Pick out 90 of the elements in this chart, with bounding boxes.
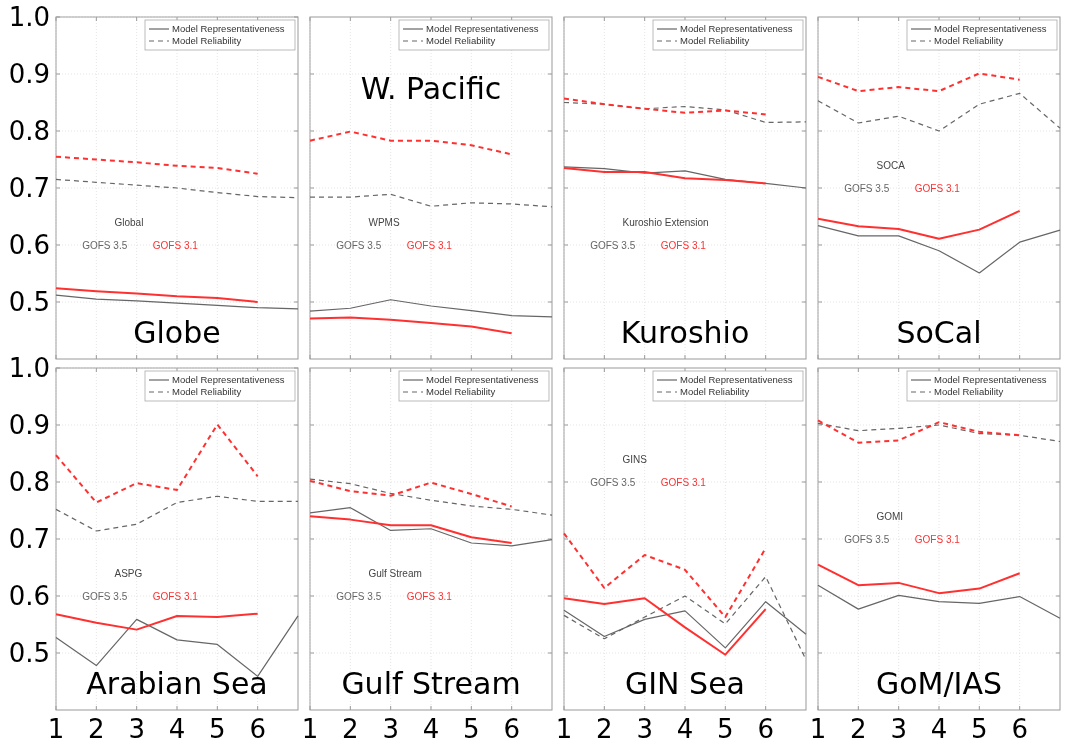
x-tick-label: 4 [930,714,948,744]
legend-label: Model Reliability [426,35,496,47]
legend-label: Model Reliability [172,386,242,398]
annotation: Global [114,216,144,228]
legend-label: Model Representativeness [934,23,1047,35]
annotation: GINS [622,453,648,465]
annotation: Gulf Stream [368,567,422,579]
line-series [55,294,299,310]
y-tick-label: 0.8 [8,467,50,498]
text: Arabian Sea [86,666,268,701]
annotation: GOFS 3.1 [914,533,961,545]
x-tick-label: 1 [809,714,827,744]
annotation: GOFS 3.1 [152,239,199,251]
annotation: GOFS 3.5 [590,239,636,251]
legend-label: Model Representativeness [934,374,1047,386]
x-tick-label: 4 [168,714,186,744]
x-tick-label: 1 [555,714,573,744]
y-tick-label: 0.6 [8,230,50,261]
y-tick-label: 0.5 [8,638,50,669]
annotation: GOFS 3.5 [336,239,382,251]
annotation: GOFS 3.1 [914,182,961,194]
text: GoM/IAS [875,666,1003,701]
x-tick-label: 4 [422,714,440,744]
annotation: WPMS [368,216,400,228]
annotation: GOFS 3.5 [844,533,890,545]
annotation: GOFS 3.1 [406,239,453,251]
line-series [55,612,259,631]
annotation: GOFS 3.5 [82,590,128,602]
legend-label: Model Representativeness [172,23,285,35]
x-tick-label: 6 [1011,714,1028,744]
legend-label: Model Reliability [934,386,1004,398]
annotation: GOFS 3.5 [590,476,636,488]
y-tick-label: 0.5 [8,287,50,318]
x-tick-label: 5 [463,714,480,744]
x-tick-label: 5 [971,714,988,744]
x-tick-label: 6 [503,714,520,744]
x-tick-label: 3 [890,714,907,744]
legend-label: Model Reliability [680,386,750,398]
x-tick-label: 2 [850,714,867,744]
x-tick-label: 2 [342,714,359,744]
annotation: Kuroshio Extension [622,216,709,228]
legend-label: Model Representativeness [172,374,285,386]
y-tick-label: 0.9 [8,410,50,441]
legend-label: Model Representativeness [426,23,539,35]
annotation: GOFS 3.5 [336,590,382,602]
text: W. Pacific [360,71,502,106]
line-series [55,495,299,532]
y-tick-label: 0.8 [8,116,50,147]
annotation: GOFS 3.1 [406,590,453,602]
x-tick-label: 6 [757,714,774,744]
annotation: SOCA [876,159,906,171]
y-tick-label: 0.6 [8,581,50,612]
text: Globe [133,315,221,350]
annotation: GOFS 3.5 [82,239,128,251]
x-tick-label: 6 [249,714,266,744]
annotation: GOFS 3.5 [844,182,890,194]
line-series [55,423,259,504]
x-tick-label: 3 [128,714,145,744]
x-tick-label: 3 [636,714,653,744]
x-tick-label: 5 [209,714,226,744]
x-tick-label: 3 [382,714,399,744]
y-tick-label: 1.0 [8,353,50,384]
annotation: ASPG [114,567,143,579]
line-series [55,155,259,175]
legend-label: Model Representativeness [426,374,539,386]
x-tick-label: 2 [596,714,613,744]
x-tick-label: 1 [47,714,65,744]
annotation: GOFS 3.1 [152,590,199,602]
text: GIN Sea [625,666,745,701]
y-tick-label: 0.7 [8,524,50,555]
x-tick-label: 5 [717,714,734,744]
legend-label: Model Reliability [426,386,496,398]
x-tick-label: 2 [88,714,105,744]
y-tick-label: 0.7 [8,173,50,204]
line-series [55,287,259,303]
text: SoCal [896,315,982,350]
x-tick-label: 4 [676,714,694,744]
legend-label: Model Reliability [172,35,242,47]
legend-label: Model Reliability [680,35,750,47]
y-tick-label: 0.9 [8,59,50,90]
annotation: GOFS 3.1 [660,239,707,251]
legend-label: Model Reliability [934,35,1004,47]
legend-label: Model Representativeness [680,23,793,35]
y-tick-label: 1.0 [8,2,50,33]
x-tick-label: 1 [301,714,319,744]
text: Kuroshio [620,315,750,350]
annotation: GOMI [876,510,904,522]
annotation: GOFS 3.1 [660,476,707,488]
text: Gulf Stream [341,666,521,701]
legend-label: Model Representativeness [680,374,793,386]
